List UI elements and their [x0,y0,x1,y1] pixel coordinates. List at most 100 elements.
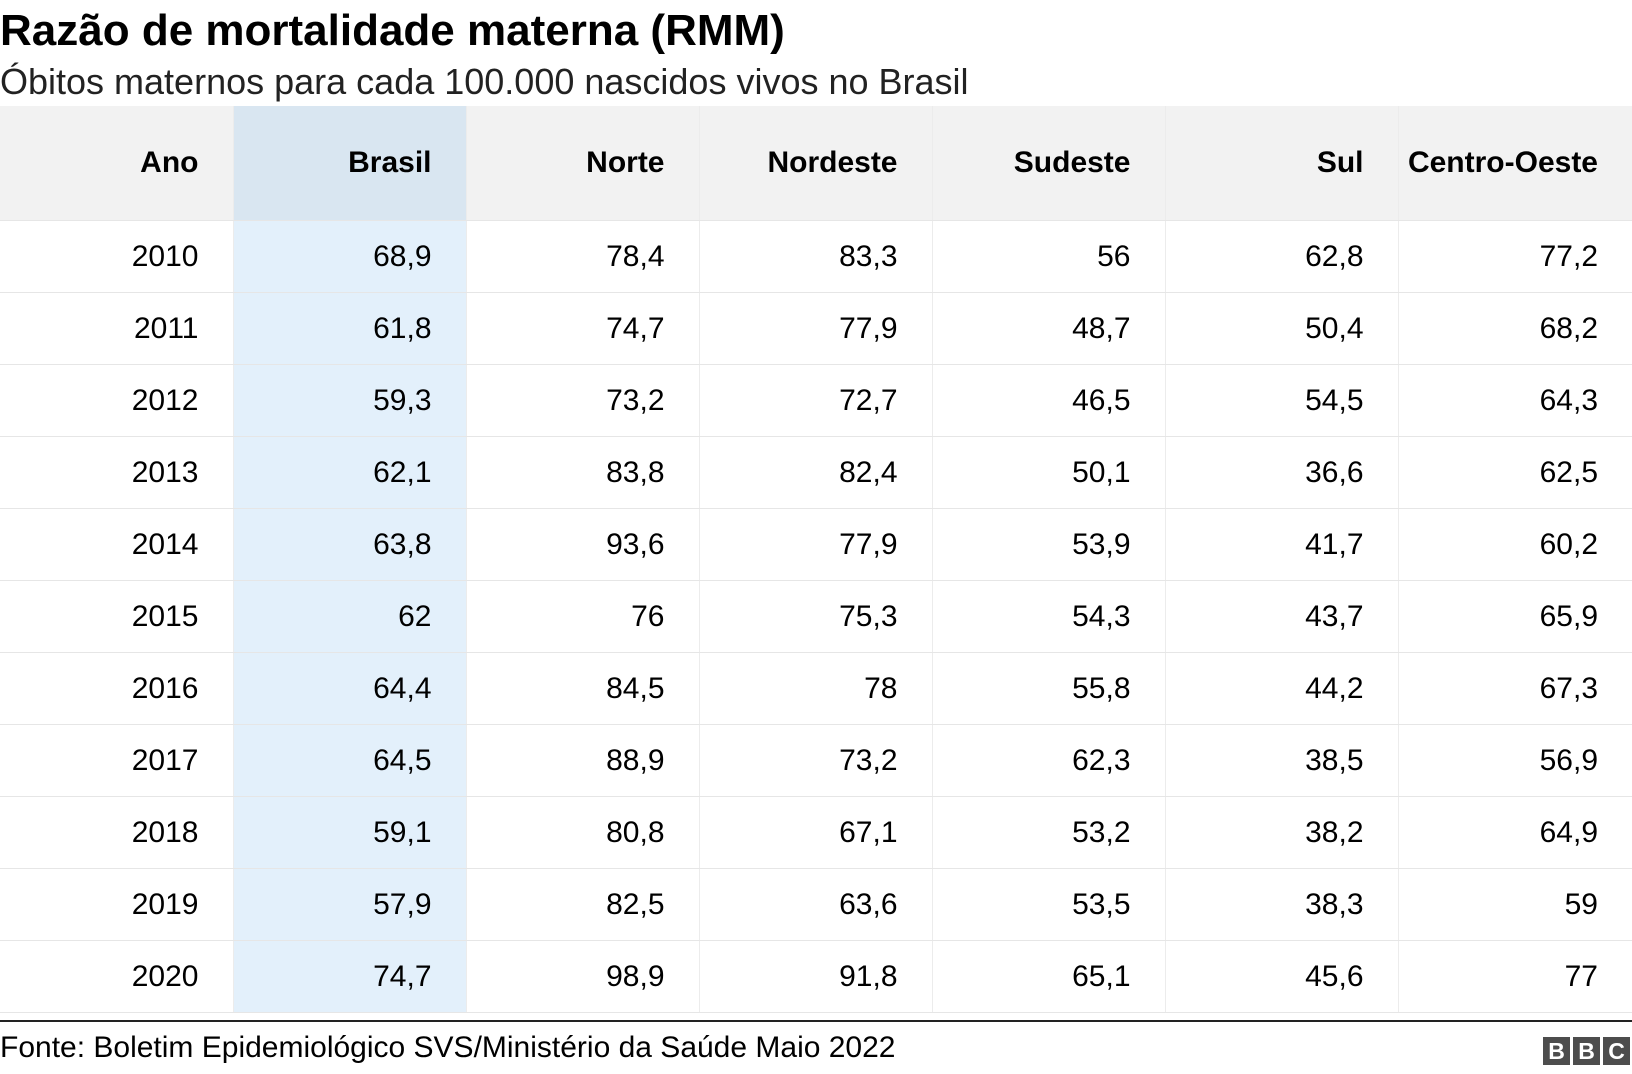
table-row: 2019 57,9 82,5 63,6 53,5 38,3 59 [0,868,1632,941]
value-cell: 91,8 [699,940,933,1013]
bottom-divider [0,1020,1632,1022]
table-row: 2017 64,5 88,9 73,2 62,3 38,5 56,9 [0,724,1632,797]
value-cell: 64,5 [233,724,467,797]
value-cell: 41,7 [1165,508,1399,581]
value-cell: 53,5 [932,868,1166,941]
value-cell: 62,1 [233,436,467,509]
value-cell: 72,7 [699,364,933,437]
value-cell: 83,3 [699,220,933,293]
bbc-logo-letter: B [1543,1037,1570,1065]
value-cell: 54,5 [1165,364,1399,437]
year-cell: 2012 [0,364,234,437]
chart-title: Razão de mortalidade materna (RMM) [0,6,785,55]
column-header: Ano [0,106,234,221]
value-cell: 65,9 [1398,580,1632,653]
year-cell: 2019 [0,868,234,941]
column-header: Brasil [233,106,467,221]
column-header: Norte [466,106,700,221]
year-cell: 2018 [0,796,234,869]
value-cell: 63,6 [699,868,933,941]
value-cell: 59,1 [233,796,467,869]
value-cell: 68,9 [233,220,467,293]
source-note: Fonte: Boletim Epidemiológico SVS/Minist… [0,1031,896,1064]
value-cell: 78 [699,652,933,725]
value-cell: 62 [233,580,467,653]
value-cell: 67,3 [1398,652,1632,725]
value-cell: 38,3 [1165,868,1399,941]
year-cell: 2011 [0,292,234,365]
year-cell: 2014 [0,508,234,581]
value-cell: 53,2 [932,796,1166,869]
data-table: Ano Brasil Norte Nordeste Sudeste Sul Centro-O… [0,106,1632,1013]
value-cell: 64,9 [1398,796,1632,869]
value-cell: 83,8 [466,436,700,509]
value-cell: 53,9 [932,508,1166,581]
year-cell: 2017 [0,724,234,797]
table-row: 2011 61,8 74,7 77,9 48,7 50,4 68,2 [0,292,1632,365]
year-cell: 2020 [0,940,234,1013]
value-cell: 60,2 [1398,508,1632,581]
table-row: 2018 59,1 80,8 67,1 53,2 38,2 64,9 [0,796,1632,869]
table-body: 2010 68,9 78,4 83,3 56 62,8 77,2 2011 61,8 74,7 77… [0,220,1632,1013]
value-cell: 62,8 [1165,220,1399,293]
year-cell: 2010 [0,220,234,293]
value-cell: 56,9 [1398,724,1632,797]
value-cell: 77,9 [699,508,933,581]
year-cell: 2013 [0,436,234,509]
value-cell: 46,5 [932,364,1166,437]
value-cell: 68,2 [1398,292,1632,365]
bbc-logo-letter: C [1603,1037,1630,1065]
value-cell: 43,7 [1165,580,1399,653]
table-row: 2010 68,9 78,4 83,3 56 62,8 77,2 [0,220,1632,293]
value-cell: 73,2 [466,364,700,437]
value-cell: 82,4 [699,436,933,509]
value-cell: 36,6 [1165,436,1399,509]
column-header: Nordeste [699,106,933,221]
value-cell: 77,9 [699,292,933,365]
value-cell: 77,2 [1398,220,1632,293]
column-header: Sudeste [932,106,1166,221]
table-row: 2020 74,7 98,9 91,8 65,1 45,6 77 [0,940,1632,1013]
value-cell: 93,6 [466,508,700,581]
value-cell: 62,3 [932,724,1166,797]
value-cell: 76 [466,580,700,653]
table-row: 2014 63,8 93,6 77,9 53,9 41,7 60,2 [0,508,1632,581]
value-cell: 54,3 [932,580,1166,653]
value-cell: 48,7 [932,292,1166,365]
value-cell: 63,8 [233,508,467,581]
value-cell: 74,7 [466,292,700,365]
value-cell: 50,1 [932,436,1166,509]
bbc-logo: B B C [1543,1037,1630,1065]
value-cell: 64,4 [233,652,467,725]
value-cell: 50,4 [1165,292,1399,365]
column-header: Centro-Oeste [1398,106,1632,221]
value-cell: 82,5 [466,868,700,941]
chart-subtitle: Óbitos maternos para cada 100.000 nascid… [0,61,969,102]
value-cell: 67,1 [699,796,933,869]
value-cell: 64,3 [1398,364,1632,437]
value-cell: 62,5 [1398,436,1632,509]
value-cell: 55,8 [932,652,1166,725]
year-cell: 2015 [0,580,234,653]
value-cell: 59 [1398,868,1632,941]
value-cell: 77 [1398,940,1632,1013]
value-cell: 45,6 [1165,940,1399,1013]
value-cell: 38,5 [1165,724,1399,797]
value-cell: 88,9 [466,724,700,797]
table-row: 2015 62 76 75,3 54,3 43,7 65,9 [0,580,1632,653]
value-cell: 84,5 [466,652,700,725]
value-cell: 44,2 [1165,652,1399,725]
value-cell: 78,4 [466,220,700,293]
value-cell: 80,8 [466,796,700,869]
value-cell: 61,8 [233,292,467,365]
value-cell: 98,9 [466,940,700,1013]
table-row: 2013 62,1 83,8 82,4 50,1 36,6 62,5 [0,436,1632,509]
table-row: 2016 64,4 84,5 78 55,8 44,2 67,3 [0,652,1632,725]
value-cell: 59,3 [233,364,467,437]
value-cell: 65,1 [932,940,1166,1013]
value-cell: 38,2 [1165,796,1399,869]
table-header-row: Ano Brasil Norte Nordeste Sudeste Sul Centro-O… [0,106,1632,221]
value-cell: 73,2 [699,724,933,797]
year-cell: 2016 [0,652,234,725]
value-cell: 75,3 [699,580,933,653]
